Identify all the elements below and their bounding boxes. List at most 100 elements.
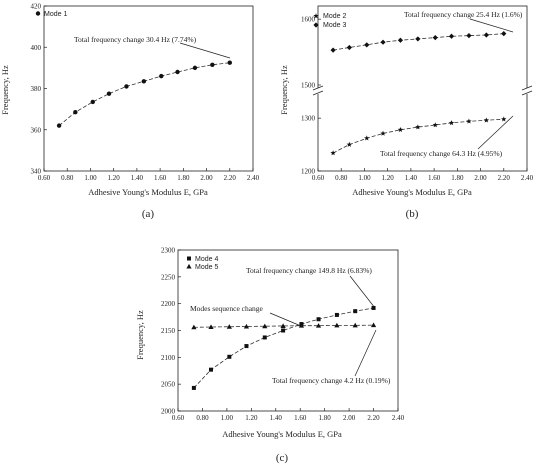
panel-b-x-tick-label: 1.40 — [405, 174, 418, 182]
panel-a-annotation-arrow — [179, 42, 231, 59]
panel-c-mode-5-data-point — [298, 323, 305, 328]
panel-c-annotation-sequence-arrow — [269, 312, 302, 327]
panel-b-series-2-data-point — [483, 117, 490, 123]
panel-a-y-tick-label: 380 — [31, 85, 42, 93]
panel-a-y-tick-label: 400 — [31, 44, 42, 52]
panel-c-modes-4-5-chart: Frequency, Hz Adhesive Young's Modulus E… — [135, 247, 405, 465]
panel-c-mode-4-data-point — [244, 344, 249, 349]
panel-c-x-tick-label: 1.40 — [270, 414, 283, 422]
panel-a-y-tick-label: 340 — [31, 168, 42, 176]
panel-a-x-tick-label: 1.80 — [177, 174, 190, 182]
panel-c-y-tick-label: 2200 — [161, 300, 176, 308]
panel-b-modes-2-3-chart: Frequency, Hz Adhesive Young's Modulus E… — [279, 5, 534, 220]
panel-a-mode-1-data-point — [90, 99, 95, 105]
panel-c-legend-marker-mode-5 — [186, 263, 192, 269]
panel-a-x-axis-label: Adhesive Young's Modulus E, GPa — [88, 187, 208, 197]
panel-a-x-tick-label: 1.20 — [108, 174, 121, 182]
panel-b-lower-y-tick-label: 1200 — [301, 168, 316, 176]
panel-c-mode-5-data-point — [208, 324, 214, 330]
panel-b-y-axis-label: Frequency, Hz — [279, 65, 289, 115]
panel-b-x-tick-label: 0.60 — [312, 174, 325, 182]
panel-a-x-tick-label: 1.40 — [131, 174, 144, 182]
panel-a-mode-1-data-point — [73, 110, 78, 115]
panel-b-x-tick-label: 2.00 — [474, 174, 487, 182]
panel-c-mode-4-data-point — [281, 328, 286, 333]
panel-a-x-tick-label: 1.00 — [84, 174, 97, 182]
panel-b-x-tick-label: 2.20 — [498, 174, 511, 182]
panel-a-legend-mode-1: Mode 1 — [44, 11, 67, 18]
panel-b-plot-frame — [317, 5, 528, 172]
panel-c-annotation-mode-4-change: Total frequency change 149.8 Hz (6.83%) — [246, 266, 372, 275]
panel-c-mode-4-data-point — [227, 354, 232, 359]
panel-c-mode-5-data-point — [280, 323, 286, 328]
panel-b-series-3-data-point — [483, 32, 489, 38]
panel-b-legend-mode-3: Mode 3 — [323, 22, 346, 29]
panel-c-annotation-sequence-change: Modes sequence change — [190, 304, 264, 313]
panel-c-y-tick-label: 2150 — [161, 327, 176, 335]
panel-c-x-tick-label: 1.00 — [221, 414, 234, 422]
panel-b-axis-break-mark — [312, 85, 324, 91]
panel-c-mode-5-data-point — [191, 324, 197, 330]
panel-c-x-tick-label: 1.60 — [294, 414, 307, 422]
panel-b-series-3-data-point — [432, 35, 438, 41]
panel-c-label: (c) — [276, 452, 289, 464]
panel-c-legend-marker-mode-4 — [187, 256, 191, 261]
panel-b-series-2-data-point — [448, 120, 455, 126]
panel-c-mode-4-data-point — [334, 312, 339, 317]
panel-c-annotation-mode-5-arrow — [354, 329, 377, 377]
panel-c-mode-5-data-point — [226, 324, 232, 329]
panel-c-mode-4-series-line — [193, 307, 374, 389]
panel-b-series-3-data-point — [380, 39, 386, 45]
panel-b-lower-y-tick-label: 1300 — [301, 115, 316, 123]
panel-a-x-tick-label: 2.20 — [224, 174, 237, 182]
panel-c-y-tick-label: 2250 — [161, 273, 176, 281]
panel-a-mode-1-data-point — [192, 65, 198, 71]
panel-c-mode-4-data-point — [191, 385, 196, 390]
panel-c-x-axis-label: Adhesive Young's Modulus E, GPa — [222, 429, 342, 439]
panel-c-x-tick-label: 2.20 — [367, 414, 380, 422]
panel-b-upper-y-tick-label: 1600 — [301, 16, 316, 24]
panel-b-axis-break-mark — [521, 85, 533, 91]
panel-a-y-tick-label: 360 — [31, 126, 42, 134]
panel-c-mode-4-data-point — [316, 317, 321, 322]
panel-b-series-2-data-point — [346, 141, 353, 147]
panel-c-legend-mode-5: Mode 5 — [195, 264, 218, 271]
panel-b-series-3-data-point — [346, 44, 352, 51]
panel-c-annotation-mode-4-arrow — [349, 275, 376, 309]
panel-a-x-tick-label: 0.80 — [61, 174, 74, 182]
panel-b-x-tick-label: 1.00 — [358, 174, 371, 182]
panel-b-series-3-data-point — [448, 33, 455, 39]
panel-b-series-2-data-point — [380, 130, 386, 136]
panel-a-x-tick-label: 0.60 — [38, 174, 51, 182]
panel-a-mode-1-data-point — [210, 62, 215, 67]
panel-c-mode-5-data-point — [352, 322, 358, 328]
panel-a-y-tick-label: 420 — [31, 3, 42, 11]
panel-b-x-tick-label: 1.60 — [428, 174, 441, 182]
panel-a-mode-1-data-point — [106, 91, 112, 96]
panel-b-x-tick-label: 1.80 — [451, 174, 464, 182]
panel-b-series-2-data-point — [501, 116, 507, 122]
panel-c-mode-5-data-point — [370, 322, 377, 328]
panel-a-mode-1-data-point — [124, 84, 129, 89]
panel-a-mode-1-series-line — [58, 62, 230, 126]
panel-b-series-3-series-line — [333, 33, 504, 51]
panel-b-x-tick-label: 0.80 — [335, 174, 348, 182]
panel-c-mode-4-data-point — [353, 309, 358, 314]
panel-c-mode-4-data-point — [262, 335, 267, 340]
panel-b-series-2-series-line — [332, 118, 504, 154]
panel-b-legend-marker-mode-3 — [313, 22, 319, 28]
panel-a-x-tick-label: 2.40 — [247, 174, 260, 182]
panel-b-x-tick-label: 1.20 — [382, 174, 395, 182]
panel-b-x-tick-label: 2.40 — [521, 174, 534, 182]
panel-b-series-3-data-point — [415, 36, 421, 42]
panel-b-annotation-mode-3-arrow — [469, 18, 514, 33]
panel-a-mode-1-chart: Frequency, Hz Adhesive Young's Modulus E… — [0, 3, 260, 221]
panel-c-legend-mode-4: Mode 4 — [195, 256, 218, 263]
panel-c-x-tick-label: 1.20 — [245, 414, 258, 422]
panel-a-legend-marker-mode-1 — [35, 11, 41, 16]
panel-b-series-2-data-point — [330, 150, 336, 156]
panel-a-mode-1-data-point — [227, 60, 232, 65]
panel-c-y-axis-label: Frequency, Hz — [135, 310, 145, 360]
panel-c-x-tick-label: 1.80 — [319, 414, 332, 422]
